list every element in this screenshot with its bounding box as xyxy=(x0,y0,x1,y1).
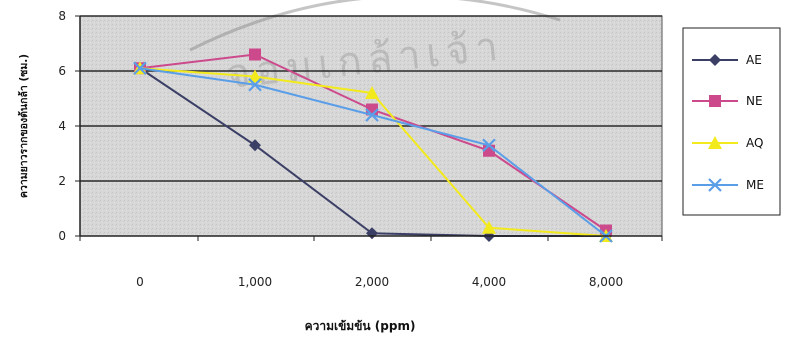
marker-stroke xyxy=(248,77,262,92)
y-axis-ticks: 0 2 4 6 8 xyxy=(58,9,80,243)
point-marker xyxy=(709,95,721,107)
x-axis-ticks: 0 1,000 2,000 4,000 8,000 xyxy=(79,236,663,289)
point-marker xyxy=(249,48,261,61)
point-marker xyxy=(248,77,262,92)
point-marker xyxy=(365,86,379,99)
x-tick-label: 4,000 xyxy=(472,275,506,289)
y-tick-label: 6 xyxy=(58,64,66,78)
y-tick-label: 8 xyxy=(58,9,66,23)
legend-label: AE xyxy=(746,53,762,67)
legend-label: AQ xyxy=(746,136,763,150)
legend-label: ME xyxy=(746,178,764,192)
marker-stroke xyxy=(365,108,379,122)
point-marker xyxy=(482,220,496,234)
point-marker xyxy=(708,136,722,149)
y-tick-label: 0 xyxy=(58,229,66,243)
legend-label: NE xyxy=(746,94,763,108)
point-marker xyxy=(249,139,261,152)
y-axis-title: ความยาวรากของต้นกล้า (ซม.) xyxy=(17,54,30,198)
y-tick-label: 2 xyxy=(58,174,66,188)
point-marker xyxy=(248,69,262,83)
x-tick-label: 2,000 xyxy=(355,275,389,289)
legend-box xyxy=(682,27,781,216)
point-marker xyxy=(365,108,379,122)
y-tick-label: 4 xyxy=(58,119,66,133)
x-axis-title: ความเข้มข้น (ppm) xyxy=(305,319,416,333)
legend-item-ne: NE xyxy=(692,94,763,108)
legend-item-aq: AQ xyxy=(692,136,763,150)
marker-stroke xyxy=(133,61,147,76)
x-tick-label: 8,000 xyxy=(589,275,623,289)
x-tick-label: 0 xyxy=(136,275,144,289)
marker-stroke xyxy=(708,178,722,192)
marker-stroke xyxy=(482,138,496,153)
point-marker xyxy=(133,61,147,76)
legend: AE NE AQ ME xyxy=(692,53,764,192)
legend-item-ae: AE xyxy=(692,53,762,67)
point-marker xyxy=(708,178,722,192)
watermark-arc xyxy=(189,0,561,52)
point-marker xyxy=(709,54,721,66)
legend-item-me: ME xyxy=(692,178,764,192)
x-tick-label: 1,000 xyxy=(238,275,272,289)
series-me xyxy=(133,61,613,243)
point-marker xyxy=(482,138,496,153)
